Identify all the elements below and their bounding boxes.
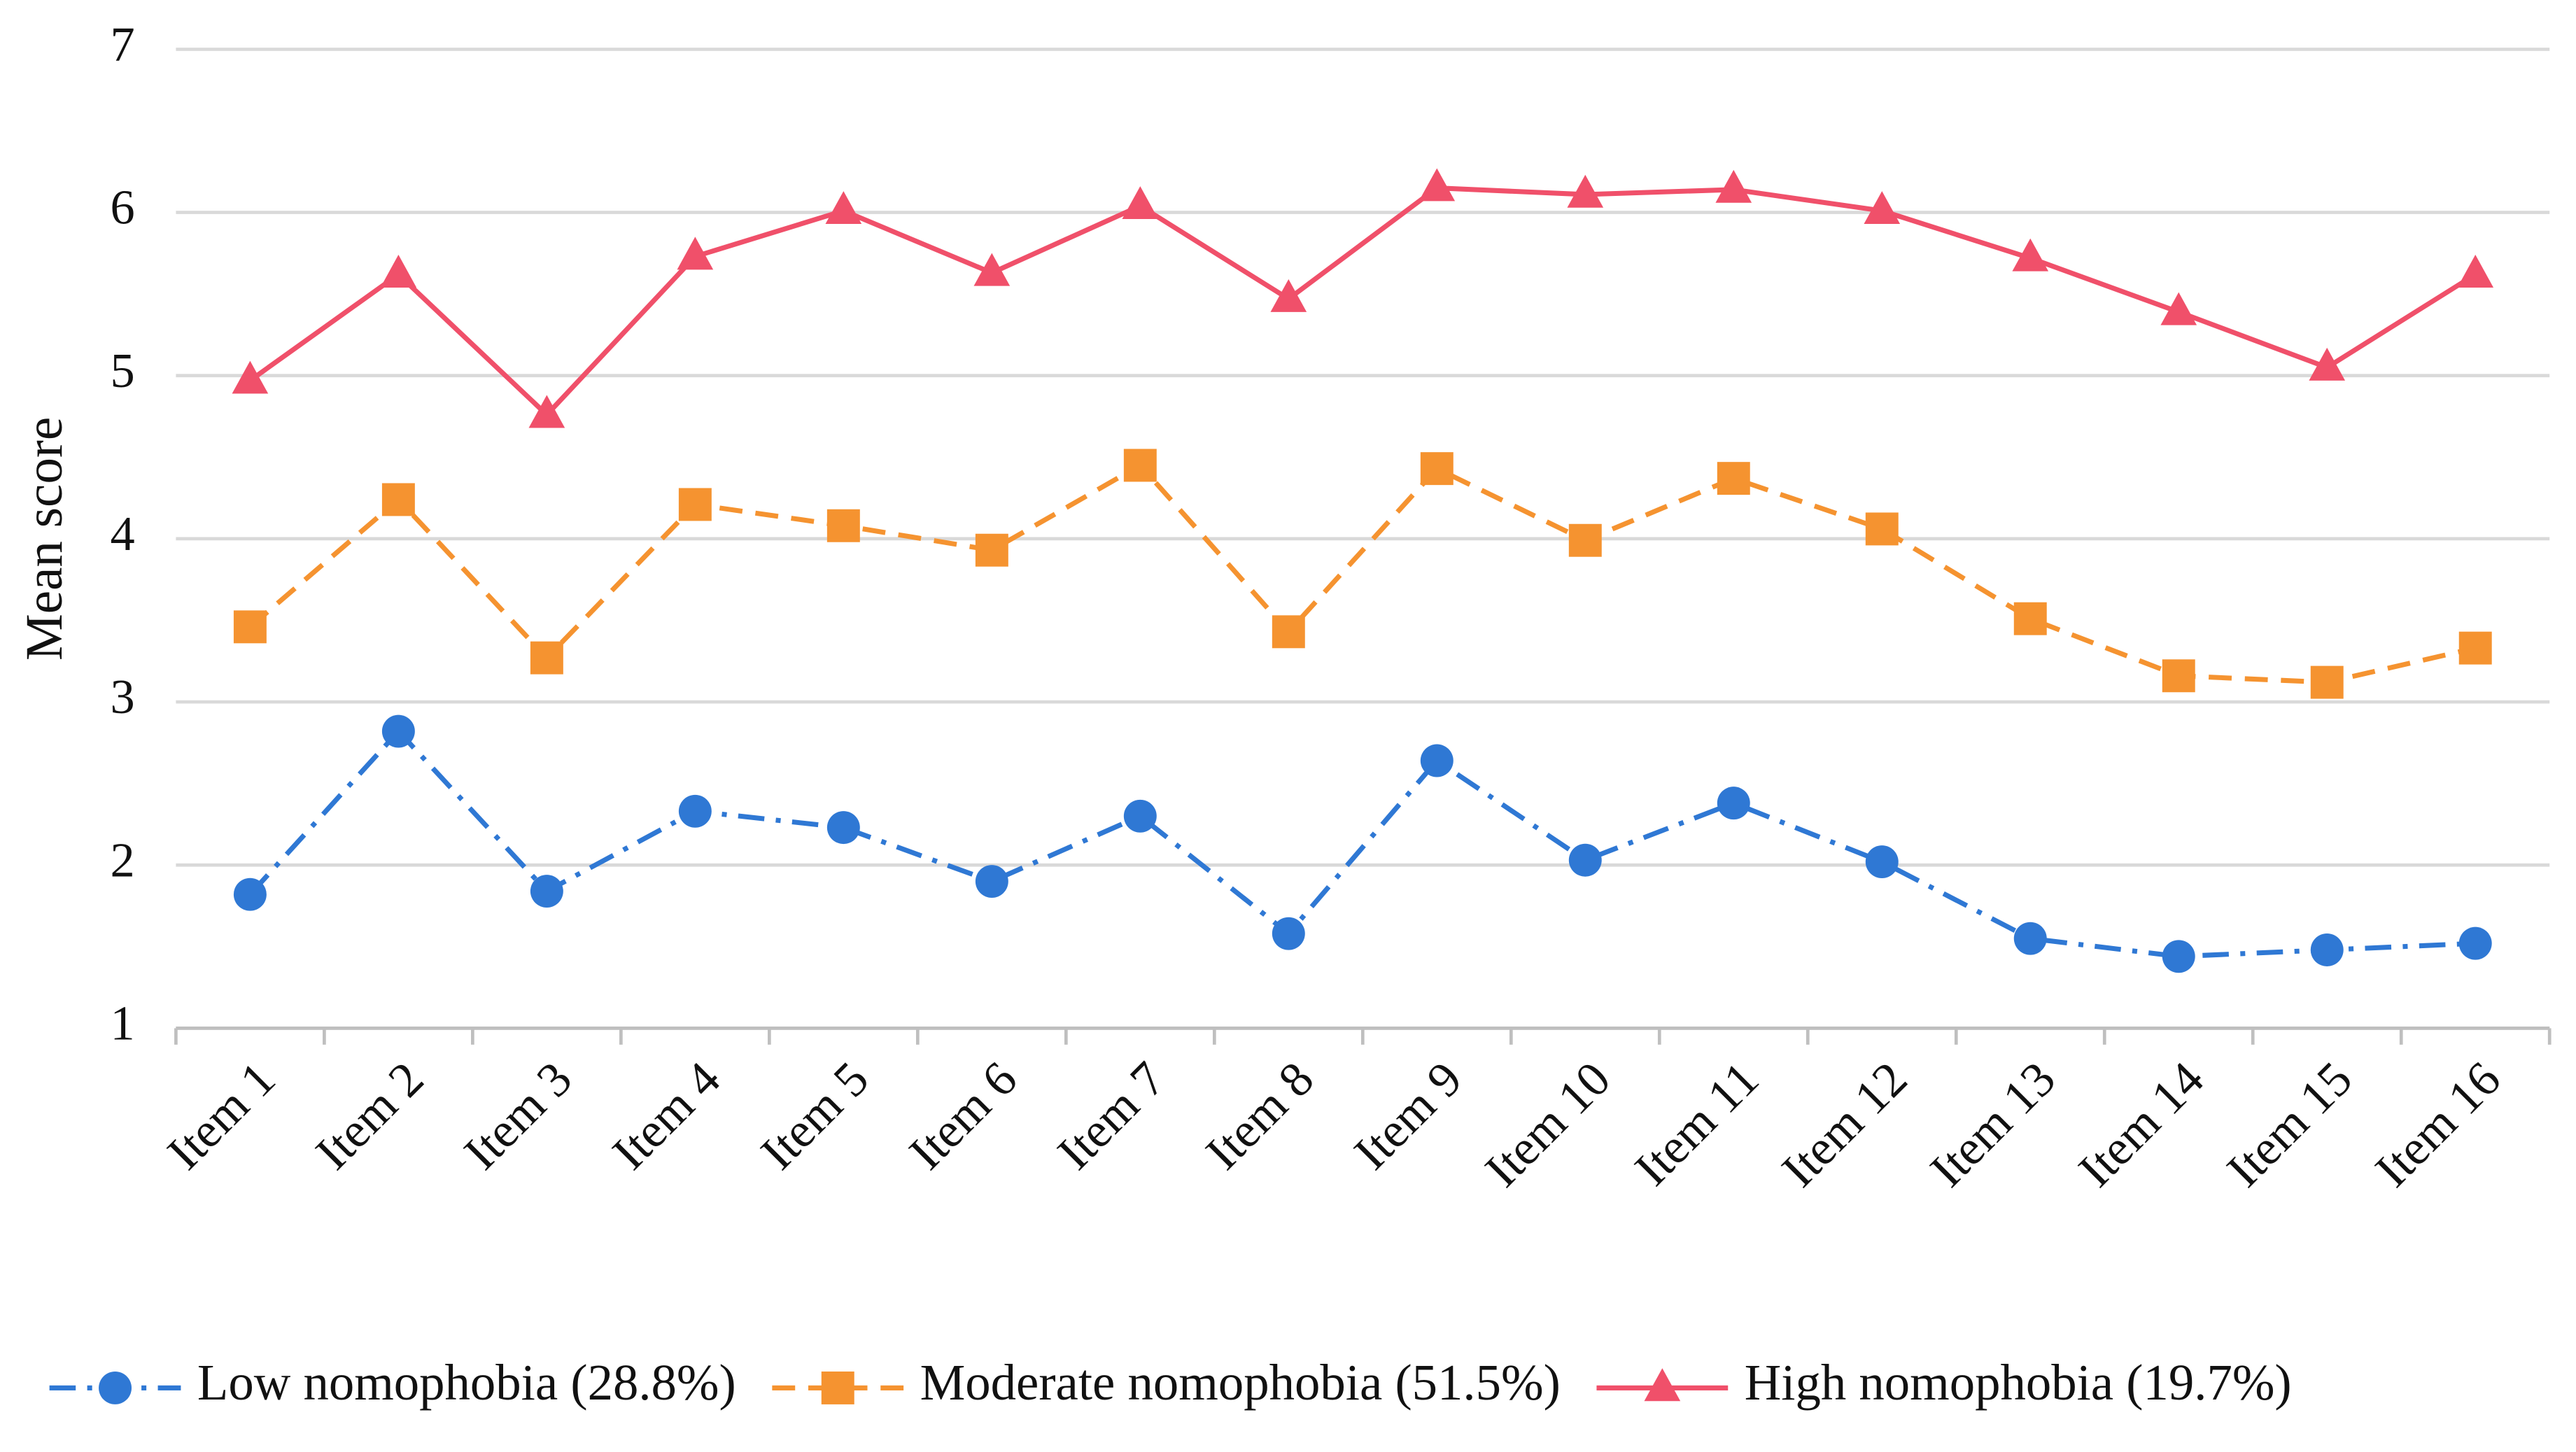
x-tick-label: Item 9 [1344, 1052, 1472, 1180]
y-tick-label: 7 [111, 17, 135, 72]
marker [2457, 255, 2494, 288]
marker [1122, 186, 1159, 220]
marker [380, 255, 417, 288]
x-tick-label: Item 1 [157, 1052, 286, 1180]
y-tick-label: 1 [111, 996, 135, 1051]
marker [1123, 799, 1157, 833]
marker [1420, 452, 1454, 486]
marker [1420, 744, 1454, 777]
series-line [248, 462, 2477, 685]
marker [530, 641, 563, 675]
y-tick-label: 3 [111, 670, 135, 724]
marker [381, 714, 415, 748]
marker [1123, 449, 1157, 482]
marker [2012, 238, 2049, 272]
marker [1865, 512, 1899, 546]
x-tick-label: Item 7 [1047, 1052, 1176, 1180]
y-tick-label: 2 [111, 833, 135, 887]
marker [975, 865, 1008, 898]
marker [2458, 926, 2492, 960]
x-tick-label: Item 8 [1195, 1052, 1324, 1180]
series-line [248, 727, 2476, 959]
x-tick-label: Item 5 [751, 1052, 880, 1180]
marker [973, 253, 1011, 286]
legend-label: High nomophobia (19.7%) [1745, 1354, 2292, 1411]
x-tick-label: Item 2 [306, 1052, 435, 1180]
y-axis-title: Mean score [15, 417, 73, 661]
marker [2160, 292, 2197, 325]
marker [1270, 279, 1307, 312]
marker [99, 1371, 132, 1404]
x-tick-label: Item 10 [1475, 1052, 1621, 1198]
x-tick-label: Item 15 [2217, 1052, 2363, 1198]
marker [1568, 843, 1602, 877]
x-tick-label: Item 11 [1624, 1052, 1769, 1197]
marker [821, 1371, 854, 1404]
y-tick-label: 5 [111, 344, 135, 398]
marker [2458, 631, 2492, 665]
marker [2162, 940, 2195, 973]
marker [826, 509, 860, 542]
marker [1865, 845, 1899, 879]
marker [1272, 615, 1305, 649]
marker [825, 191, 862, 225]
marker [2162, 659, 2195, 693]
marker [1715, 169, 1752, 203]
marker [975, 533, 1008, 567]
x-tick-label: Item 4 [603, 1052, 731, 1180]
marker [2310, 933, 2344, 966]
x-tick-label: Item 14 [2069, 1052, 2215, 1198]
marker [1717, 787, 1750, 820]
x-tick-label: Item 3 [454, 1052, 583, 1180]
marker [2013, 602, 2047, 635]
marker [1717, 462, 1750, 495]
y-tick-label: 6 [111, 181, 135, 235]
marker [1568, 523, 1602, 557]
x-tick-label: Item 12 [1772, 1052, 1918, 1198]
legend-label: Low nomophobia (28.8%) [197, 1354, 736, 1411]
legend-label: Moderate nomophobia (51.5%) [920, 1354, 1561, 1411]
marker [1419, 168, 1456, 202]
y-tick-label: 4 [111, 507, 135, 561]
marker [528, 395, 565, 428]
marker [1272, 917, 1305, 950]
marker [1644, 1368, 1681, 1402]
marker [232, 360, 269, 394]
marker [677, 237, 714, 270]
marker [2013, 922, 2047, 955]
marker [2310, 665, 2344, 699]
marker [530, 875, 563, 908]
marker [1567, 174, 1604, 208]
marker [678, 488, 712, 521]
x-tick-label: Item 16 [2365, 1052, 2512, 1198]
marker [233, 610, 267, 644]
x-tick-label: Item 13 [1920, 1052, 2067, 1198]
marker [2309, 347, 2346, 381]
marker [1864, 191, 1901, 225]
series-line [248, 185, 2477, 418]
x-tick-label: Item 6 [899, 1052, 1028, 1180]
marker [826, 811, 860, 845]
marker [233, 877, 267, 911]
marker [678, 794, 712, 828]
marker [381, 483, 415, 516]
